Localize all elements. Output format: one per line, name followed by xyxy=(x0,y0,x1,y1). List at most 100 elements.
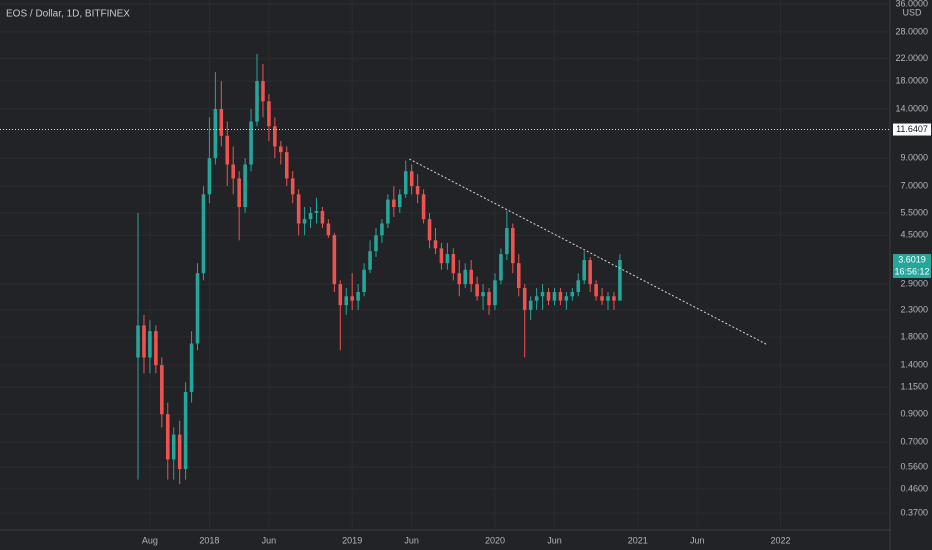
x-tick-label: Jun xyxy=(262,535,277,545)
candle-body xyxy=(409,171,414,187)
candle-body xyxy=(463,269,468,285)
candle-body xyxy=(267,101,271,127)
x-tick-label: Aug xyxy=(142,535,158,545)
y-tick-label: 1.1500 xyxy=(900,381,928,391)
candle-body xyxy=(326,223,331,236)
candle-body xyxy=(415,186,420,195)
candle-body xyxy=(344,296,349,306)
price-label-box xyxy=(893,123,931,136)
candle-body xyxy=(183,391,188,470)
candle-body xyxy=(481,292,485,297)
x-tick-label: 2022 xyxy=(771,535,791,545)
candle-body xyxy=(487,292,491,306)
candle-body xyxy=(594,284,598,297)
candle-body xyxy=(600,296,604,301)
candle-body xyxy=(195,273,200,344)
y-tick-label: 18.0000 xyxy=(895,75,928,85)
y-tick-label: 7.0000 xyxy=(900,180,928,190)
y-tick-label: 1.8000 xyxy=(900,332,928,342)
candle-body xyxy=(350,296,354,301)
y-unit: USD xyxy=(902,7,922,17)
candle-body xyxy=(290,178,295,195)
candle-body xyxy=(558,292,563,301)
candle-body xyxy=(201,194,206,274)
chart-title: EOS / Dollar, 1D, BITFINEX xyxy=(6,9,130,20)
candle-body xyxy=(564,296,569,301)
candle-body xyxy=(439,248,444,264)
candle-body xyxy=(392,199,396,208)
candle-body xyxy=(433,240,438,249)
candle-body xyxy=(314,210,319,213)
candle-body xyxy=(368,251,372,270)
candle-body xyxy=(237,178,241,208)
candle-body xyxy=(273,126,277,147)
candle-body xyxy=(386,199,390,224)
candle-body xyxy=(177,434,182,470)
candle-body xyxy=(356,292,360,301)
candle-body xyxy=(165,414,170,460)
candle-body xyxy=(493,280,497,306)
candle-body xyxy=(528,300,533,310)
candle-body xyxy=(374,235,378,252)
x-tick-label: 2019 xyxy=(342,535,362,545)
y-tick-label: 36.0000 xyxy=(895,0,928,8)
candle-body xyxy=(338,284,343,306)
candle-body xyxy=(255,81,259,122)
candle-body xyxy=(189,343,194,392)
candle-body xyxy=(516,263,521,289)
candle-body xyxy=(308,212,313,220)
candle-body xyxy=(540,292,545,297)
candle-body xyxy=(618,260,622,301)
x-tick-label: 2018 xyxy=(199,535,219,545)
candle-body xyxy=(148,331,152,358)
candle-body xyxy=(249,121,253,165)
y-tick-label: 5.5000 xyxy=(900,207,928,217)
y-tick-label: 0.9000 xyxy=(900,409,928,419)
candle-body xyxy=(457,273,462,285)
candle-body xyxy=(421,194,426,220)
candle-body xyxy=(588,260,592,285)
candle-body xyxy=(552,292,557,301)
candle-body xyxy=(296,194,301,224)
candle-body xyxy=(213,109,218,159)
candle-body xyxy=(261,81,265,102)
candle-body xyxy=(219,109,224,136)
candle-body xyxy=(451,254,456,274)
x-tick-label: 2021 xyxy=(628,535,648,545)
candle-body xyxy=(171,434,176,460)
y-tick-label: 0.7000 xyxy=(900,437,928,447)
candle-body xyxy=(475,284,479,297)
y-tick-label: 28.0000 xyxy=(895,26,928,36)
current-price-label: 3.6019 xyxy=(898,254,926,264)
candle-body xyxy=(505,228,509,255)
candle-body xyxy=(445,254,450,264)
y-tick-label: 0.4600 xyxy=(900,483,928,493)
candle-body xyxy=(284,152,289,179)
candle-body xyxy=(225,135,230,165)
y-tick-label: 2.3000 xyxy=(900,304,928,314)
candle-body xyxy=(380,223,384,236)
candle-body xyxy=(546,292,551,301)
candle-body xyxy=(302,219,307,224)
candle-body xyxy=(362,269,366,293)
y-tick-label: 14.0000 xyxy=(895,103,928,113)
candle-body xyxy=(570,292,575,297)
countdown-label: 16:56:12 xyxy=(894,266,929,276)
candle-body xyxy=(154,331,158,366)
candle-body xyxy=(142,325,146,358)
candle-body xyxy=(160,365,164,415)
y-tick-label: 4.5000 xyxy=(900,230,928,240)
y-tick-label: 22.0000 xyxy=(895,53,928,63)
candle-body xyxy=(403,171,408,195)
candle-body xyxy=(136,325,140,358)
candle-body xyxy=(582,260,586,281)
y-tick-label: 0.3700 xyxy=(900,508,928,518)
candle-body xyxy=(469,269,473,285)
y-tick-label: 1.4000 xyxy=(900,360,928,370)
candle-body xyxy=(606,296,610,301)
x-tick-label: Jun xyxy=(690,535,705,545)
candle-body xyxy=(243,164,247,208)
candle-body xyxy=(499,254,503,281)
candle-body xyxy=(612,296,616,301)
